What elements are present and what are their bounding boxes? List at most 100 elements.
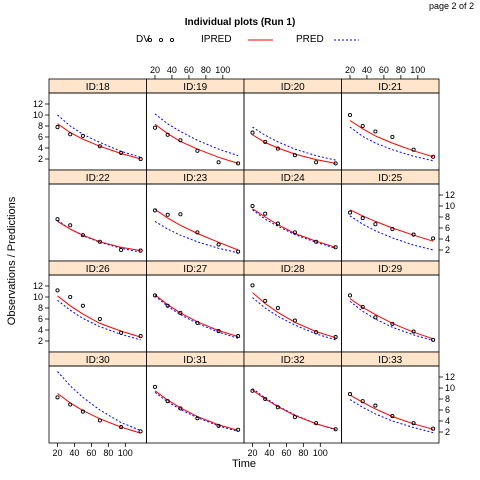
dv-point (97, 316, 102, 322)
legend-label-pred: PRED (296, 34, 324, 45)
dv-point (250, 130, 255, 135)
legend-dv-circle (158, 37, 164, 43)
panel-id19: ID:19 20 40 60 80 100 (146, 65, 245, 171)
y-tick-label: 2 (445, 245, 450, 255)
dv-point (275, 146, 280, 151)
x-tick-label: 40 (167, 65, 177, 75)
dv-point (216, 423, 221, 428)
dv-point (68, 294, 73, 300)
dv-point (292, 318, 297, 323)
y-tick-label: 6 (38, 132, 43, 142)
dv-point (314, 239, 319, 244)
dv-point (97, 418, 102, 423)
dv-point (263, 396, 268, 402)
legend-dv-circle (169, 37, 175, 43)
x-tick-label: 20 (247, 448, 257, 458)
panel-id28: ID:28 (243, 260, 342, 353)
x-tick-label: 60 (86, 448, 96, 458)
dv-point (431, 236, 436, 241)
dv-point (80, 409, 85, 414)
dv-point (250, 203, 255, 209)
ipred-line (154, 123, 239, 164)
legend-keys (147, 37, 359, 43)
dv-point (390, 321, 395, 326)
y-tick-label: 4 (445, 416, 450, 426)
panel-strip-label: ID:28 (281, 264, 305, 275)
panel-id24: ID:24 (243, 169, 342, 262)
panel-frame (146, 365, 245, 444)
ipred-line (252, 134, 336, 164)
dv-point (411, 421, 416, 426)
dv-point (216, 242, 221, 247)
ipred-line (57, 220, 141, 252)
y-tick-label: 12 (33, 281, 43, 291)
dv-point (250, 283, 255, 288)
legend-label-ipred: IPRED (201, 34, 232, 45)
dv-point (275, 405, 280, 410)
y-tick-label: 10 (33, 292, 43, 302)
dv-point (216, 160, 221, 165)
dv-point (152, 125, 158, 130)
panel-strip-label: ID:32 (281, 355, 305, 366)
y-tick-label: 6 (38, 314, 43, 324)
dv-point (411, 232, 416, 237)
dv-point (236, 334, 241, 339)
dv-point (347, 112, 353, 118)
dv-point (390, 414, 395, 419)
panel-id27: ID:27 (146, 260, 245, 353)
dv-point (236, 427, 241, 432)
dv-point (138, 429, 143, 434)
dv-point (360, 304, 365, 309)
ipred-line (57, 393, 141, 434)
dv-point (195, 416, 200, 421)
dv-point (373, 129, 378, 134)
dv-point (165, 132, 170, 137)
dv-point (250, 388, 255, 393)
dv-point (263, 211, 268, 216)
dv-point (195, 148, 200, 153)
panel-strip-label: ID:23 (183, 173, 207, 184)
pred-line (57, 219, 141, 253)
panel-id20: ID:20 (243, 78, 342, 171)
x-tick-label: 40 (264, 448, 274, 458)
panel-id31: ID:31 (146, 351, 245, 444)
ipred-line (349, 394, 434, 430)
y-tick-label: 8 (38, 303, 43, 313)
x-tick-label: 20 (150, 65, 160, 75)
panel-id30: ID:30 20 40 60 80 100 (48, 351, 147, 458)
dv-point (431, 154, 436, 159)
dv-point (138, 334, 143, 339)
x-tick-label: 80 (396, 65, 406, 75)
panel-frame (243, 183, 342, 262)
x-tick-label: 20 (345, 65, 355, 75)
panel-id29: ID:29 (341, 260, 440, 353)
y-tick-label: 10 (33, 110, 43, 120)
pred-line (154, 113, 239, 157)
y-tick-label: 10 (445, 201, 455, 211)
panel-strip-label: ID:27 (183, 264, 207, 275)
dv-point (178, 310, 183, 315)
ipred-line (349, 298, 434, 340)
dv-point (80, 303, 85, 308)
panel-strip-label: ID:18 (86, 82, 110, 93)
y-tick-label: 2 (38, 154, 43, 164)
ipred-line (349, 209, 434, 242)
dv-point (165, 399, 170, 404)
y-tick-label: 10 (445, 383, 455, 393)
dv-point (263, 298, 268, 303)
ipred-line (154, 390, 239, 431)
y-tick-label: 12 (445, 190, 455, 200)
panel-strip-label: ID:24 (281, 173, 305, 184)
pred-line (57, 114, 141, 158)
dv-point (80, 133, 85, 138)
x-tick-label: 80 (201, 65, 211, 75)
dv-point (236, 249, 241, 254)
pred-line (252, 209, 336, 249)
dv-point (275, 221, 280, 226)
dv-point (80, 233, 85, 238)
dv-point (373, 403, 378, 408)
panel-frame (48, 92, 147, 171)
panel-frame (341, 274, 440, 353)
